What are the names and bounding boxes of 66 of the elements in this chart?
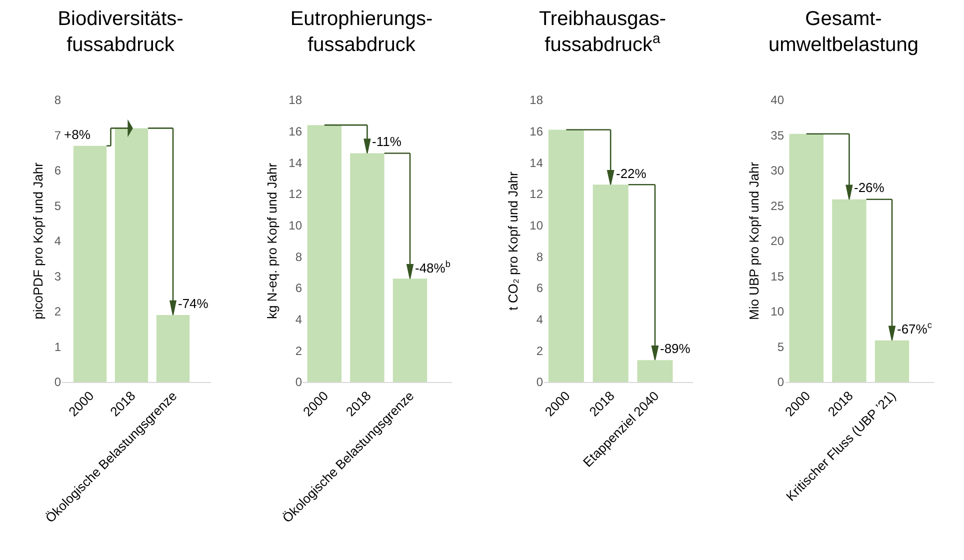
y-tick-label: 35 <box>770 128 784 142</box>
y-tick-label: 25 <box>770 198 784 213</box>
bar <box>789 134 824 382</box>
y-tick-label: 6 <box>295 281 302 296</box>
annotation: -26% <box>854 180 885 195</box>
bar <box>156 315 190 382</box>
chart-title: Eutrophierungs- fussabdruck <box>290 8 433 56</box>
y-tick-label: 8 <box>536 250 544 264</box>
y-tick-label: 16 <box>288 124 302 139</box>
y-tick-label: 8 <box>295 250 302 264</box>
y-tick-label: 18 <box>530 93 544 108</box>
y-tick-label: 30 <box>770 164 784 178</box>
y-tick-label: 5 <box>54 198 62 213</box>
bar <box>392 278 428 382</box>
y-tick-label: 4 <box>536 312 544 327</box>
bar <box>874 340 910 382</box>
annotation: +8% <box>64 127 91 142</box>
annotation: -74% <box>178 296 209 311</box>
annotation: -22% <box>616 166 647 181</box>
bar <box>548 130 584 382</box>
y-tick-label: 2 <box>295 344 302 358</box>
annotation: -89% <box>660 341 691 356</box>
y-tick-label: 7 <box>54 128 62 142</box>
bar <box>637 360 673 382</box>
annotation: -48%$^{b}$ <box>415 259 450 276</box>
annotation: -67%$^{c}$ <box>897 320 932 336</box>
chart-title: Gesamt- umweltbelastung <box>768 8 919 56</box>
bar <box>350 153 384 382</box>
y-tick-label: 10 <box>530 218 544 233</box>
annotation: -11% <box>372 134 402 149</box>
y-tick-label: 12 <box>530 187 544 202</box>
y-axis-title: Mio UBP pro Kopf und Jahr <box>746 161 762 320</box>
y-tick-label: 14 <box>288 156 302 170</box>
y-axis-title: kg N-eq. pro Kopf und Jahr <box>264 162 280 320</box>
y-tick-label: 6 <box>54 164 62 178</box>
y-tick-label: 12 <box>288 187 302 202</box>
y-tick-label: 8 <box>54 93 62 108</box>
y-tick-label: 20 <box>770 234 784 248</box>
y-tick-label: 4 <box>295 312 302 327</box>
y-tick-label: 4 <box>54 234 62 248</box>
y-tick-label: 0 <box>777 375 784 390</box>
y-tick-label: 15 <box>770 269 784 284</box>
y-tick-label: 1 <box>54 340 62 354</box>
chart-title: Treibhausgas- fussabdruck$^{a}$ <box>538 8 666 56</box>
y-axis-title: picoPDF pro Kopf und Jahr <box>30 162 46 320</box>
y-tick-label: 0 <box>54 375 62 390</box>
y-tick-label: 14 <box>530 156 544 170</box>
y-tick-label: 3 <box>54 269 62 284</box>
bar <box>73 146 107 382</box>
bar <box>592 184 628 382</box>
y-tick-label: 2 <box>54 304 62 319</box>
y-tick-label: 6 <box>536 281 544 296</box>
bar <box>307 125 342 382</box>
bar <box>832 199 866 382</box>
y-tick-label: 10 <box>288 218 302 233</box>
y-tick-label: 10 <box>770 304 784 319</box>
chart-title: Biodiversitäts- fussabdruck <box>58 8 184 56</box>
y-tick-label: 40 <box>770 93 784 108</box>
bar <box>114 128 148 382</box>
y-tick-label: 0 <box>295 375 302 390</box>
y-tick-label: 0 <box>536 375 544 390</box>
y-tick-label: 18 <box>288 93 302 108</box>
y-tick-label: 5 <box>777 340 784 354</box>
y-tick-label: 2 <box>536 344 544 358</box>
y-tick-label: 16 <box>530 124 544 139</box>
y-axis-title: t CO₂ pro Kopf und Jahr <box>506 170 521 310</box>
